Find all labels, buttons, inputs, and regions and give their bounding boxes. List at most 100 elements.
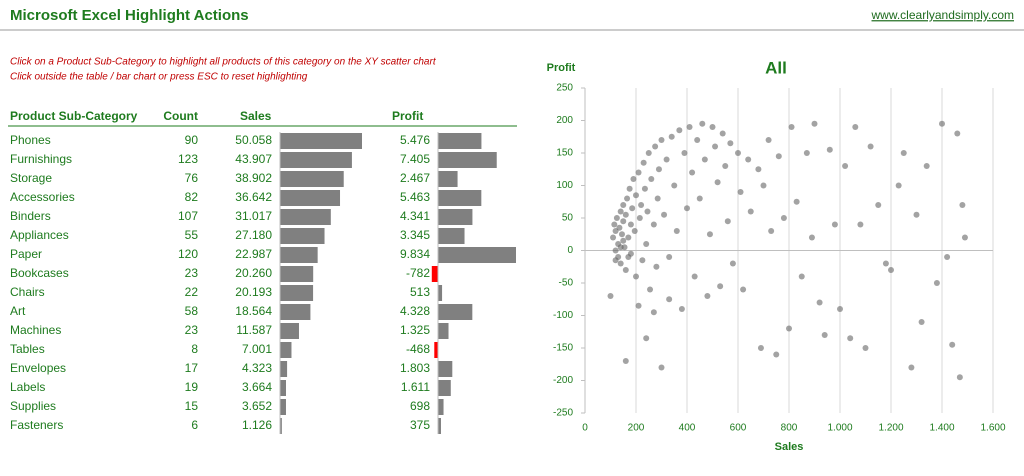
sales-bar[interactable] <box>280 342 292 358</box>
sub-category[interactable]: Tables <box>10 342 45 356</box>
sales-bar[interactable] <box>280 399 286 415</box>
sales-bar[interactable] <box>280 285 314 301</box>
site-link[interactable]: www.clearlyandsimply.com <box>871 8 1014 22</box>
profit-bar[interactable] <box>438 380 451 396</box>
point <box>918 319 925 325</box>
sub-category[interactable]: Labels <box>10 380 45 394</box>
sub-category[interactable]: Binders <box>10 209 51 223</box>
sales-bar[interactable] <box>280 190 341 206</box>
sales-bar[interactable] <box>280 361 288 377</box>
sales-bar[interactable] <box>280 323 299 339</box>
point <box>954 130 961 137</box>
sub-category[interactable]: Supplies <box>10 399 56 413</box>
profit-value: 1.611 <box>401 380 430 394</box>
sales-bar[interactable] <box>280 171 344 187</box>
profit-bar[interactable] <box>431 266 438 282</box>
sub-category[interactable]: Accessories <box>10 190 75 204</box>
point <box>837 306 843 312</box>
sub-category[interactable]: Phones <box>10 133 51 147</box>
sales-bar[interactable] <box>280 304 311 320</box>
sales-bar[interactable] <box>280 228 325 244</box>
profit-value: 698 <box>410 399 430 413</box>
point <box>745 156 752 163</box>
sub-category[interactable]: Chairs <box>10 285 45 299</box>
x-tick-label: 1.400 <box>929 423 954 434</box>
point <box>616 224 623 231</box>
profit-bar[interactable] <box>438 133 482 149</box>
y-tick-label: 150 <box>556 148 573 159</box>
point <box>622 211 629 218</box>
column-header: Count <box>163 109 198 123</box>
profit-bar[interactable] <box>438 304 473 320</box>
point <box>643 335 650 342</box>
sales-bar[interactable] <box>280 418 282 434</box>
profit-value: 4.341 <box>400 209 430 223</box>
point <box>653 263 660 270</box>
point <box>913 211 920 218</box>
x-tick-label: 600 <box>730 423 747 434</box>
point <box>644 208 651 215</box>
sales-bar[interactable] <box>280 380 287 396</box>
sub-category[interactable]: Paper <box>10 247 42 261</box>
point <box>727 140 734 147</box>
point <box>631 228 638 234</box>
sub-category[interactable]: Machines <box>10 323 61 337</box>
point <box>618 231 625 238</box>
profit-bar[interactable] <box>438 209 473 225</box>
point <box>681 150 688 156</box>
profit-bar[interactable] <box>438 228 465 244</box>
sales-value: 27.180 <box>235 228 272 242</box>
point <box>640 159 647 166</box>
point <box>765 137 772 143</box>
sales-bar[interactable] <box>280 247 318 263</box>
sales-value: 43.907 <box>235 152 272 166</box>
point <box>630 176 637 182</box>
sub-category[interactable]: Art <box>10 304 26 318</box>
profit-bar[interactable] <box>438 361 453 377</box>
point <box>956 374 963 381</box>
sales-bar[interactable] <box>280 266 314 282</box>
point <box>673 228 680 234</box>
profit-bar[interactable] <box>438 171 458 187</box>
count: 123 <box>178 152 198 166</box>
profit-bar[interactable] <box>438 190 482 206</box>
profit-bar[interactable] <box>438 285 443 301</box>
count: 23 <box>185 323 199 337</box>
profit-bar[interactable] <box>438 247 516 263</box>
sales-bar[interactable] <box>280 133 362 149</box>
sales-bar[interactable] <box>280 209 331 225</box>
point <box>949 341 956 348</box>
point <box>694 137 701 143</box>
profit-bar[interactable] <box>438 323 449 339</box>
profit-value: -468 <box>406 342 430 356</box>
sales-value: 4.323 <box>242 361 272 375</box>
point <box>625 254 632 260</box>
point <box>875 202 882 208</box>
profit-bar[interactable] <box>434 342 438 358</box>
point <box>612 257 619 264</box>
sub-category[interactable]: Appliances <box>10 228 69 242</box>
sub-category[interactable]: Envelopes <box>10 361 66 375</box>
count: 90 <box>185 133 199 147</box>
column-header: Sales <box>240 109 272 123</box>
point <box>655 166 662 173</box>
sales-bar[interactable] <box>280 152 352 168</box>
point <box>652 143 659 150</box>
point <box>961 234 968 241</box>
point <box>668 133 675 140</box>
y-tick-label: -200 <box>553 375 573 386</box>
profit-bar[interactable] <box>438 152 497 168</box>
profit-value: 5.476 <box>400 133 430 147</box>
count: 22 <box>185 285 199 299</box>
sub-category[interactable]: Storage <box>10 171 52 185</box>
sub-category[interactable]: Bookcases <box>10 266 69 280</box>
profit-bar[interactable] <box>438 418 441 434</box>
sub-category[interactable]: Fasteners <box>10 418 63 432</box>
column-header: Product Sub-Category <box>10 109 138 123</box>
point <box>686 124 693 130</box>
point <box>867 143 874 150</box>
profit-bar[interactable] <box>438 399 444 415</box>
sub-category[interactable]: Furnishings <box>10 152 72 166</box>
sales-value: 11.587 <box>236 323 272 337</box>
